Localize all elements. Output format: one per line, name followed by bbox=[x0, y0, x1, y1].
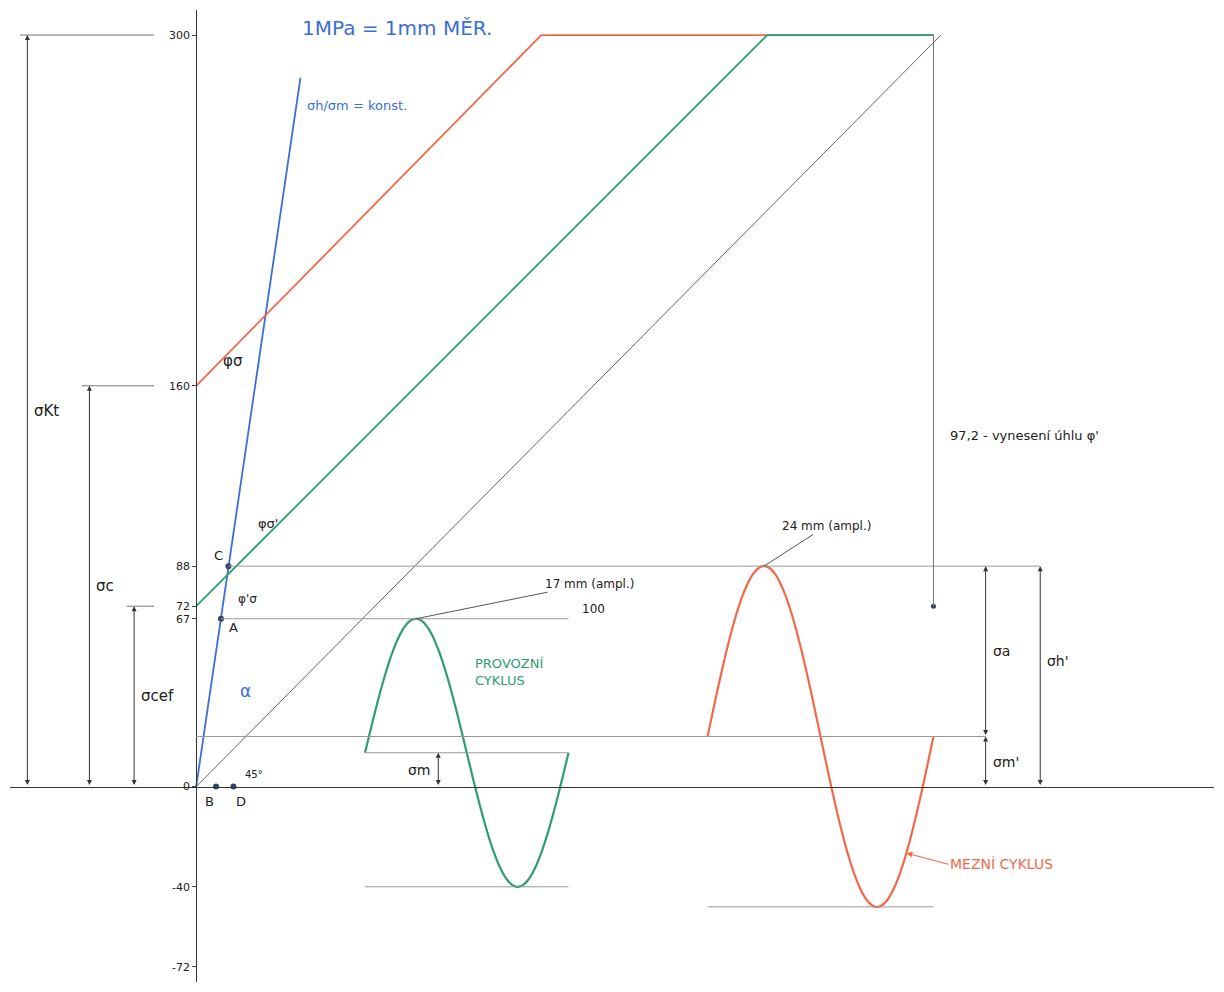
svg-text:σm: σm bbox=[408, 762, 431, 778]
svg-text:φσ': φσ' bbox=[258, 516, 278, 531]
svg-text:φσ: φσ bbox=[223, 352, 243, 370]
svg-text:97,2 - vynesení úhlu φ': 97,2 - vynesení úhlu φ' bbox=[950, 428, 1099, 443]
svg-text:σm': σm' bbox=[993, 754, 1019, 770]
svg-text:σh/σm = konst.: σh/σm = konst. bbox=[307, 98, 407, 113]
svg-text:σc: σc bbox=[96, 577, 114, 595]
svg-text:100: 100 bbox=[582, 602, 605, 616]
svg-text:88: 88 bbox=[176, 560, 190, 573]
svg-text:PROVOZNÍCYKLUS: PROVOZNÍCYKLUS bbox=[475, 656, 543, 688]
svg-text:φ'σ: φ'σ bbox=[238, 592, 257, 606]
svg-text:-40: -40 bbox=[172, 881, 190, 894]
svg-text:α: α bbox=[240, 681, 251, 701]
svg-text:D: D bbox=[236, 794, 246, 809]
svg-text:300: 300 bbox=[169, 29, 190, 42]
svg-text:C: C bbox=[214, 548, 223, 563]
svg-text:1MPa = 1mm MĚR.: 1MPa = 1mm MĚR. bbox=[302, 16, 492, 40]
svg-text:σh': σh' bbox=[1047, 653, 1069, 669]
svg-text:σKt: σKt bbox=[34, 402, 59, 420]
svg-text:B: B bbox=[205, 794, 214, 809]
svg-text:MEZNÍ CYKLUS: MEZNÍ CYKLUS bbox=[950, 856, 1053, 872]
svg-text:24 mm (ampl.): 24 mm (ampl.) bbox=[782, 519, 871, 533]
svg-text:160: 160 bbox=[169, 380, 190, 393]
svg-text:45°: 45° bbox=[245, 769, 263, 780]
svg-text:72: 72 bbox=[176, 600, 190, 613]
svg-text:17 mm (ampl.): 17 mm (ampl.) bbox=[545, 577, 634, 591]
svg-text:A: A bbox=[229, 620, 238, 635]
svg-text:-72: -72 bbox=[172, 961, 190, 974]
svg-text:67: 67 bbox=[176, 613, 190, 626]
svg-text:σa: σa bbox=[993, 643, 1010, 659]
svg-text:0: 0 bbox=[183, 780, 190, 793]
svg-text:σcef: σcef bbox=[141, 687, 174, 705]
